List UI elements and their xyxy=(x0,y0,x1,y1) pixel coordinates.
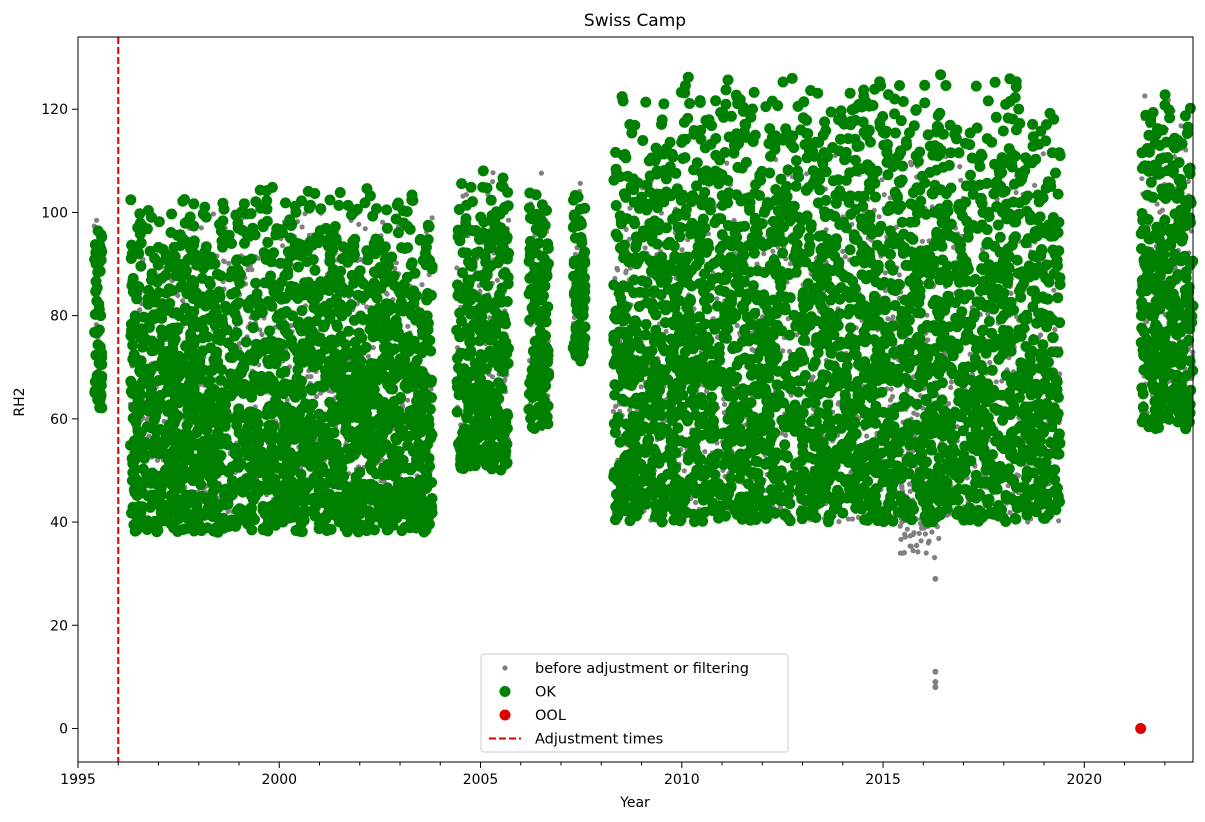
x-tick-label: 2020 xyxy=(1066,772,1102,788)
y-axis-label: RH2 xyxy=(12,387,28,416)
axes: 1995 2000 2005 2010 2015 2020 0 20 40 60 80 100 120 xyxy=(41,36,1194,788)
legend-box xyxy=(480,653,789,753)
x-tick-label: 2000 xyxy=(261,772,297,788)
y-tick-label: 40 xyxy=(50,515,68,531)
legend-marker-2 xyxy=(499,709,511,721)
before-point-2 xyxy=(932,679,939,686)
x-tick-label: 1995 xyxy=(60,772,96,788)
y-tick-label: 60 xyxy=(50,412,68,428)
ok-series-segment-1 xyxy=(125,181,438,538)
legend-label-2: OOL xyxy=(535,708,566,724)
x-tick-label: 2010 xyxy=(664,772,700,788)
axes-frame xyxy=(77,36,1194,763)
plot-area xyxy=(89,37,1199,762)
before-point-0 xyxy=(932,575,939,582)
legend-marker-1 xyxy=(499,686,511,697)
legend: before adjustment or filtering OK OOL Adjus… xyxy=(480,653,789,753)
y-tick-label: 0 xyxy=(59,721,68,737)
ok-series-segment-5 xyxy=(608,69,1066,528)
legend-label-3: Adjustment times xyxy=(535,732,663,748)
y-tick-label: 20 xyxy=(50,618,68,634)
chart-title: Swiss Camp xyxy=(584,11,686,31)
ok-series-segment-4 xyxy=(567,190,591,367)
ok-series-segment-3 xyxy=(523,187,555,434)
ok-series-segment-2 xyxy=(451,165,515,476)
y-tick-label: 100 xyxy=(41,205,68,221)
y-tick-label: 80 xyxy=(50,309,68,325)
legend-label-0: before adjustment or filtering xyxy=(535,661,749,677)
legend-label-1: OK xyxy=(535,685,556,701)
x-tick-label: 2005 xyxy=(463,772,499,788)
x-tick-label: 2015 xyxy=(865,772,901,788)
x-axis-label: Year xyxy=(619,795,650,811)
ok-series-segment-0 xyxy=(89,225,108,414)
legend-marker-0 xyxy=(502,665,508,671)
before-point-3 xyxy=(932,684,939,691)
y-tick-label: 120 xyxy=(41,102,68,118)
ool-point-0 xyxy=(1135,722,1147,734)
before-point-1 xyxy=(932,668,939,675)
